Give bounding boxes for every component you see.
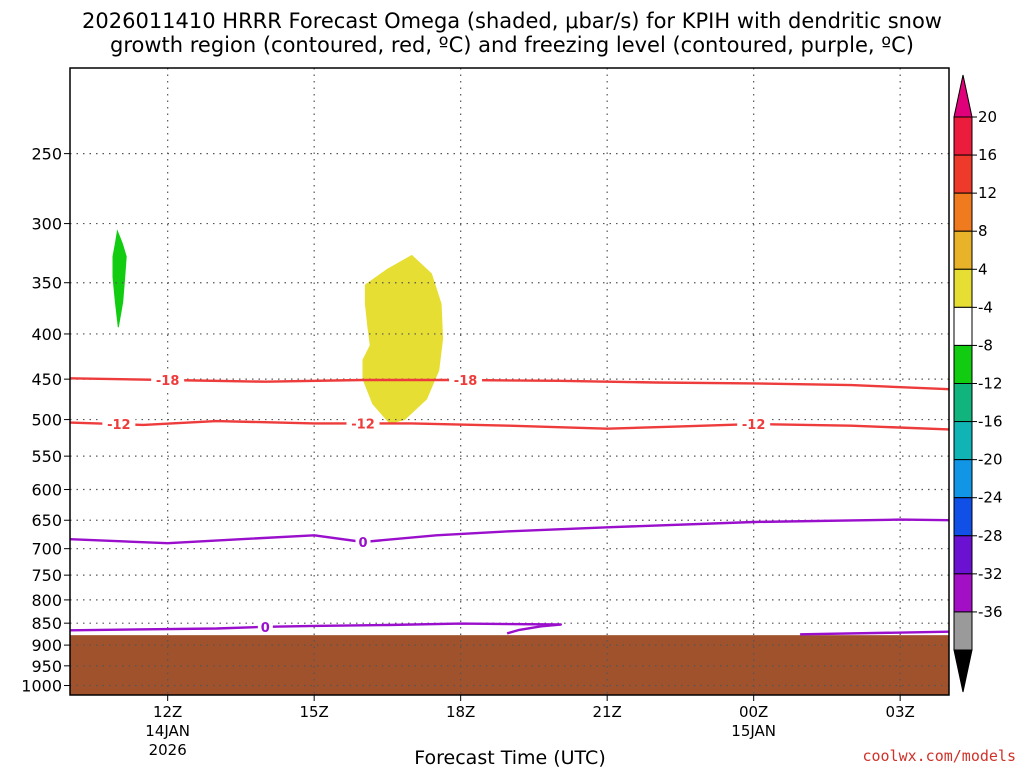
dgz-contour xyxy=(70,419,949,431)
colorbar-segment xyxy=(953,306,973,346)
y-tick-label: 400 xyxy=(31,325,62,344)
y-tick-label: 450 xyxy=(31,370,62,389)
colorbar-label: 16 xyxy=(978,146,997,164)
colorbar-label: -4 xyxy=(978,298,993,316)
y-tick-label: 350 xyxy=(31,274,62,293)
colorbar: 20 16 12 8 4 -4 -8 -12 -16 -20 -24 -28 -32 -36 xyxy=(953,74,1003,693)
omega-shading-layer xyxy=(112,229,444,424)
dgz-label-bg xyxy=(102,416,136,433)
ground-layer xyxy=(70,635,949,695)
dgz-label: -12 xyxy=(107,418,131,433)
colorbar-label: -28 xyxy=(978,527,1003,545)
x-tick-sublabel: 2026 xyxy=(149,741,187,759)
dgz-label-bg xyxy=(737,416,771,433)
colorbar-segment xyxy=(953,611,973,651)
x-tick-label: 15Z xyxy=(299,703,328,721)
y-tick-label: 900 xyxy=(31,636,62,655)
y-tick-label: 850 xyxy=(31,614,62,633)
colorbar-segment xyxy=(953,344,973,384)
colorbar-segment xyxy=(953,154,973,194)
dgz-label-bg xyxy=(449,372,483,389)
colorbar-label: -20 xyxy=(978,451,1003,469)
colorbar-label: -8 xyxy=(978,336,993,354)
y-tick-label: 600 xyxy=(31,481,62,500)
y-tick-label: 1000 xyxy=(21,677,62,696)
y-tick-label: 550 xyxy=(31,447,62,466)
freezing-level-label-bg xyxy=(257,618,273,635)
plot-frame xyxy=(69,67,950,696)
plot-area: -18 -18 -12 -12 -12 0 0 xyxy=(70,68,949,695)
omega-shaded-region xyxy=(362,254,444,424)
colorbar-segment xyxy=(953,573,973,613)
x-tick-label: 00Z xyxy=(739,703,768,721)
dgz-label: -18 xyxy=(454,374,478,389)
colorbar-segment xyxy=(953,268,973,308)
y-tick-label: 750 xyxy=(31,566,62,585)
colorbar-segment xyxy=(953,383,973,423)
colorbar-label: -36 xyxy=(978,603,1003,621)
y-tick-label: 800 xyxy=(31,591,62,610)
y-tick-label: 700 xyxy=(31,540,62,559)
freezing-level-contour xyxy=(800,630,949,636)
colorbar-label: -16 xyxy=(978,413,1003,431)
colorbar-label: 4 xyxy=(978,260,988,278)
colorbar-bottom-extension xyxy=(953,649,973,693)
colorbar-top-extension xyxy=(953,74,973,118)
x-tick-label: 18Z xyxy=(446,703,475,721)
dgz-label: -12 xyxy=(742,418,766,433)
colorbar-label: -24 xyxy=(978,489,1003,507)
colorbar-segment xyxy=(953,192,973,232)
freezing-level-label: 0 xyxy=(261,621,270,636)
chart-title-line-2: growth region (contoured, red, ºC) and f… xyxy=(110,33,914,57)
y-tick-label: 950 xyxy=(31,657,62,676)
omega-shaded-region xyxy=(112,229,127,328)
x-tick-sublabel: 15JAN xyxy=(731,722,776,740)
y-tick-label: 300 xyxy=(31,215,62,234)
colorbar-segment xyxy=(953,421,973,461)
colorbar-label: -12 xyxy=(978,375,1003,393)
y-tick-label: 650 xyxy=(31,511,62,530)
dgz-label: -12 xyxy=(351,417,375,432)
x-axis-label: Forecast Time (UTC) xyxy=(414,747,605,768)
chart-title-line-1: 2026011410 HRRR Forecast Omega (shaded, … xyxy=(82,9,942,33)
dgz-contour xyxy=(70,377,949,391)
ground-fill xyxy=(70,635,949,695)
x-tick-label: 03Z xyxy=(885,703,914,721)
freezing-level-label-bg xyxy=(355,534,371,551)
y-tick-label: 250 xyxy=(31,145,62,164)
colorbar-label: 20 xyxy=(978,108,997,126)
dgz-label-bg xyxy=(346,415,380,432)
x-tick-label: 21Z xyxy=(592,703,621,721)
colorbar-segment xyxy=(953,459,973,499)
freezing-level-label: 0 xyxy=(358,536,367,551)
y-tick-label: 500 xyxy=(31,411,62,430)
colorbar-segment xyxy=(953,230,973,270)
y-axis: 250 300 350 400 450 500 550 600 650 700 750 800 850 9… xyxy=(21,145,70,696)
dgz-label: -18 xyxy=(156,374,180,389)
freezing-level-contour xyxy=(70,518,949,545)
x-tick-sublabel: 14JAN xyxy=(145,722,190,740)
colorbar-label: 8 xyxy=(978,222,988,240)
colorbar-segment xyxy=(953,116,973,156)
colorbar-label: -32 xyxy=(978,565,1003,583)
credit-text: coolwx.com/models xyxy=(862,747,1016,765)
colorbar-label: 12 xyxy=(978,184,997,202)
colorbar-segment xyxy=(953,497,973,537)
contour-layer: -18 -18 -12 -12 -12 0 0 xyxy=(70,371,949,636)
x-tick-label: 12Z xyxy=(153,703,182,721)
freezing-level-contour xyxy=(70,622,562,635)
colorbar-segment xyxy=(953,535,973,575)
dgz-label-bg xyxy=(151,371,185,388)
